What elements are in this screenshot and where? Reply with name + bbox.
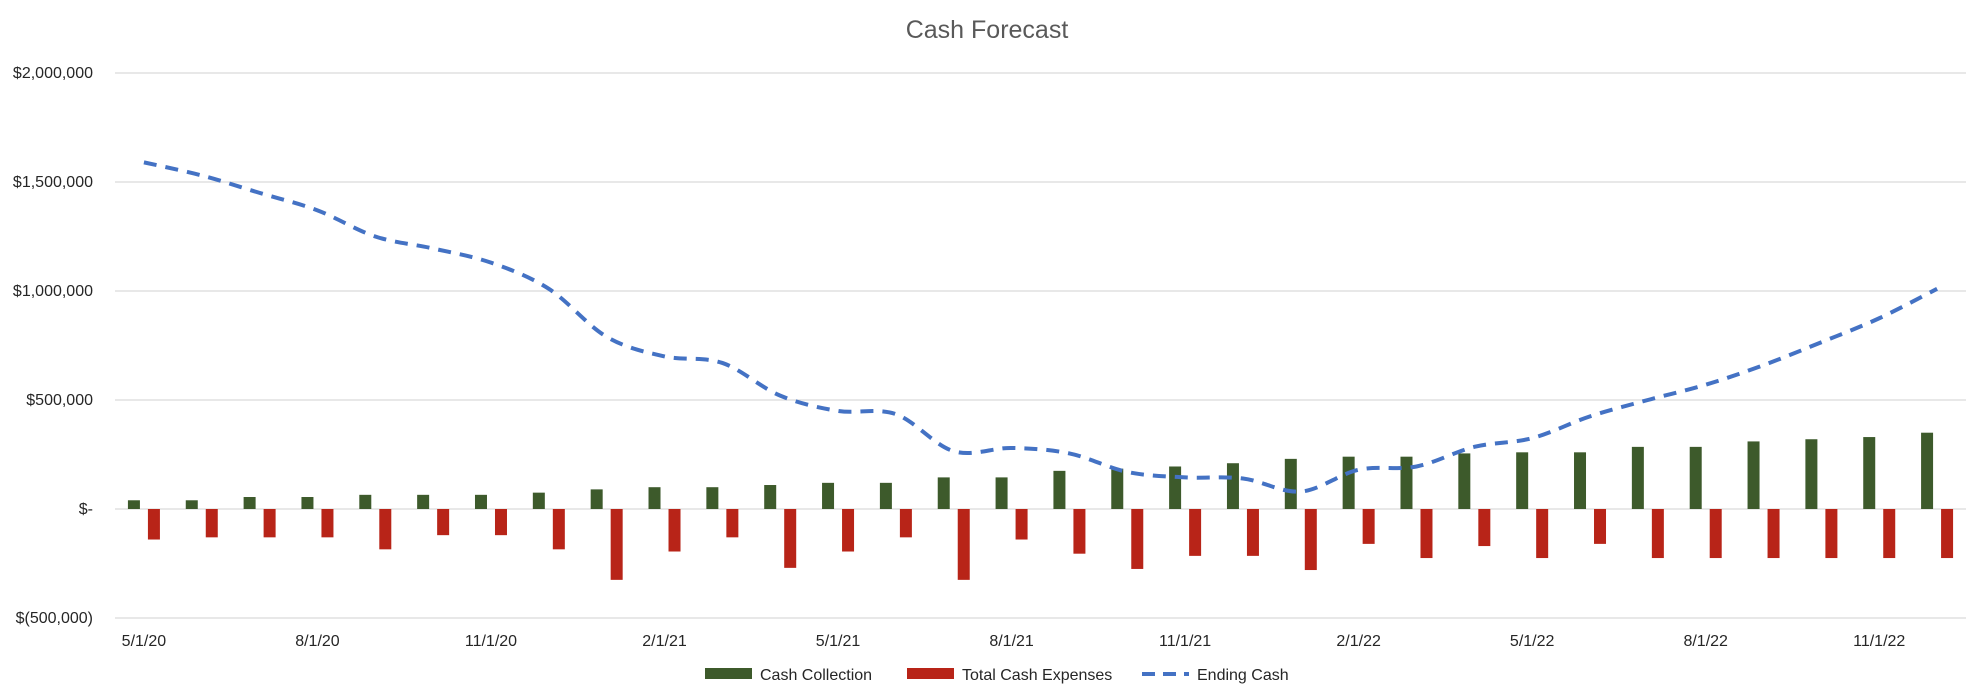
cash-collection-bar <box>1284 458 1297 509</box>
cash-collection-bar <box>1169 466 1182 509</box>
cash-collection-bar <box>1805 439 1818 509</box>
total-cash-expenses-bar <box>1883 509 1896 559</box>
x-tick-label: 11/1/20 <box>465 633 517 650</box>
cash-collection-bar <box>1458 453 1471 509</box>
x-tick-label: 11/1/22 <box>1853 633 1905 650</box>
cash-collection-bar <box>359 494 372 509</box>
cash-collection-bar <box>590 489 603 509</box>
cash-collection-bar <box>243 497 256 509</box>
cash-collection-bar <box>1747 441 1760 509</box>
cash-collection-bar <box>995 477 1008 509</box>
total-cash-expenses-bar <box>1709 509 1722 559</box>
x-tick-label: 8/1/20 <box>295 633 340 650</box>
y-tick-label: $(500,000) <box>16 610 93 627</box>
chart-title: Cash Forecast <box>906 16 1069 44</box>
ending-cash-line <box>143 160 1938 494</box>
legend-item-total-cash-expenses: Total Cash Expenses <box>907 667 1112 684</box>
total-cash-expenses-bar <box>1767 509 1780 559</box>
total-cash-expenses-bar <box>205 509 218 538</box>
cash-collection-bar <box>1921 432 1934 509</box>
legend-label: Total Cash Expenses <box>962 667 1112 684</box>
cash-collection-bar <box>1863 437 1876 509</box>
legend-item-ending-cash: Ending Cash <box>1142 667 1289 684</box>
total-cash-expenses-bar <box>1651 509 1664 559</box>
legend-swatch <box>705 668 752 679</box>
total-cash-expenses-bar <box>552 509 565 550</box>
x-tick-label: 11/1/21 <box>1159 633 1211 650</box>
cash-collection-bar <box>1689 446 1702 509</box>
total-cash-expenses-bar <box>1015 509 1028 540</box>
total-cash-expenses-bar <box>263 509 276 538</box>
cash-collection-bar <box>1053 470 1066 509</box>
cash-collection-bar <box>1574 452 1587 509</box>
cash-collection-bar <box>1226 463 1239 509</box>
total-cash-expenses-bar <box>842 509 855 552</box>
total-cash-expenses-bar <box>494 509 507 536</box>
legend-item-cash-collection: Cash Collection <box>705 667 872 684</box>
cash-collection-bar <box>127 500 140 509</box>
cash-collection-bar <box>532 492 545 509</box>
total-cash-expenses-bar <box>1536 509 1549 559</box>
cash-collection-bar <box>706 487 719 509</box>
legend: Cash Collection Total Cash Expenses Ending… <box>705 667 1289 684</box>
total-cash-expenses-bar <box>1420 509 1433 559</box>
x-tick-label: 8/1/22 <box>1683 633 1728 650</box>
total-cash-expenses-bar <box>610 509 623 580</box>
total-cash-expenses-bar <box>668 509 681 552</box>
x-tick-label: 5/1/20 <box>122 633 167 650</box>
y-tick-label: $2,000,000 <box>13 65 93 82</box>
total-cash-expenses-bar <box>1941 509 1954 559</box>
total-cash-expenses-bar <box>437 509 450 536</box>
total-cash-expenses-bar <box>957 509 970 580</box>
total-cash-expenses-bar <box>1362 509 1375 544</box>
y-tick-label: $- <box>79 501 93 518</box>
total-cash-expenses-bar <box>1594 509 1607 544</box>
total-cash-expenses-bar <box>147 509 160 540</box>
legend-label: Cash Collection <box>760 667 872 684</box>
cash-collection-bar <box>822 482 835 509</box>
bar-series <box>127 432 1954 580</box>
cash-collection-bar <box>474 494 487 509</box>
total-cash-expenses-bar <box>726 509 739 538</box>
cash-collection-bar <box>648 487 661 509</box>
x-tick-label: 2/1/22 <box>1336 633 1381 650</box>
x-axis-tick-labels: 5/1/20 8/1/20 11/1/20 2/1/21 5/1/21 8/1/21 11/… <box>122 633 1906 650</box>
x-tick-label: 2/1/21 <box>642 633 687 650</box>
total-cash-expenses-bar <box>1073 509 1086 554</box>
total-cash-expenses-bar <box>1131 509 1144 569</box>
line-series <box>143 160 1938 494</box>
cash-collection-bar <box>1631 446 1644 509</box>
total-cash-expenses-bar <box>1478 509 1491 547</box>
legend-swatch <box>907 668 954 679</box>
y-tick-label: $1,000,000 <box>13 283 93 300</box>
cash-collection-bar <box>879 482 892 509</box>
x-tick-label: 5/1/22 <box>1510 633 1555 650</box>
cash-collection-bar <box>185 500 198 509</box>
total-cash-expenses-bar <box>1825 509 1838 559</box>
cash-collection-bar <box>764 485 777 509</box>
cash-collection-bar <box>1342 456 1355 509</box>
total-cash-expenses-bar <box>1189 509 1202 556</box>
cash-collection-bar <box>937 477 950 509</box>
total-cash-expenses-bar <box>379 509 392 550</box>
total-cash-expenses-bar <box>1246 509 1259 556</box>
x-tick-label: 5/1/21 <box>816 633 861 650</box>
x-tick-label: 8/1/21 <box>989 633 1034 650</box>
total-cash-expenses-bar <box>784 509 797 568</box>
y-tick-label: $1,500,000 <box>13 174 93 191</box>
cash-collection-bar <box>1111 468 1124 509</box>
cash-collection-bar <box>1516 452 1529 509</box>
total-cash-expenses-bar <box>1304 509 1317 571</box>
cash-collection-bar <box>417 494 430 509</box>
cash-collection-bar <box>1400 456 1413 509</box>
total-cash-expenses-bar <box>321 509 334 538</box>
legend-label: Ending Cash <box>1197 667 1289 684</box>
y-axis-tick-labels: $2,000,000 $1,500,000 $1,000,000 $500,000 $-… <box>13 65 93 627</box>
y-tick-label: $500,000 <box>26 392 93 409</box>
cash-collection-bar <box>301 497 314 509</box>
gridlines <box>115 72 1966 619</box>
total-cash-expenses-bar <box>899 509 912 538</box>
